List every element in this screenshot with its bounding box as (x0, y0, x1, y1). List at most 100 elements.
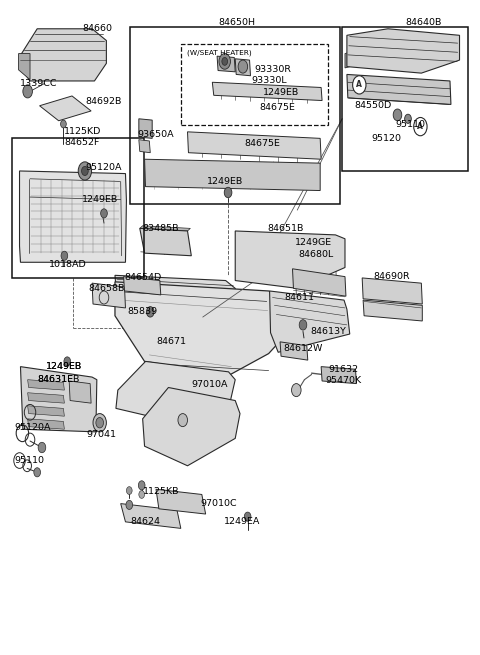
Polygon shape (212, 83, 322, 100)
Polygon shape (116, 362, 235, 424)
Text: 84631E: 84631E (37, 375, 73, 384)
Circle shape (82, 166, 88, 176)
Bar (342, 28, 468, 171)
Text: 84652F: 84652F (64, 138, 100, 147)
Polygon shape (188, 132, 321, 159)
Polygon shape (235, 59, 251, 76)
Text: 84613Y: 84613Y (311, 327, 347, 336)
Text: 1125KD: 1125KD (64, 127, 102, 136)
Circle shape (222, 58, 228, 66)
Text: 84654D: 84654D (124, 273, 162, 282)
Circle shape (393, 109, 402, 121)
Polygon shape (21, 367, 97, 432)
Bar (12, 138, 144, 278)
Polygon shape (321, 367, 357, 384)
Polygon shape (363, 300, 422, 321)
Text: 84640B: 84640B (405, 18, 442, 27)
Polygon shape (69, 381, 91, 403)
Text: 84660: 84660 (83, 24, 112, 33)
Polygon shape (92, 283, 125, 308)
Bar (181, 45, 328, 125)
Polygon shape (39, 96, 91, 121)
Polygon shape (347, 29, 459, 73)
Polygon shape (115, 275, 235, 299)
Polygon shape (28, 405, 64, 416)
Text: 84680L: 84680L (298, 250, 334, 259)
Text: 97010A: 97010A (192, 381, 228, 389)
Text: 95120A: 95120A (85, 162, 121, 172)
Text: 1249EB: 1249EB (263, 88, 299, 97)
Text: 84658B: 84658B (88, 284, 125, 293)
Circle shape (96, 417, 104, 428)
Text: 84675E: 84675E (259, 103, 295, 111)
Polygon shape (120, 504, 181, 529)
Text: A: A (356, 81, 362, 89)
Circle shape (146, 307, 154, 317)
Text: 1249EA: 1249EA (224, 517, 260, 527)
Text: 97041: 97041 (86, 430, 116, 439)
Polygon shape (345, 52, 350, 68)
Text: 93330L: 93330L (252, 77, 287, 85)
Circle shape (405, 114, 411, 123)
Circle shape (126, 487, 132, 495)
Polygon shape (156, 489, 205, 514)
Text: A: A (418, 122, 423, 131)
Text: 85839: 85839 (127, 307, 157, 316)
Text: 91632: 91632 (329, 365, 359, 374)
Polygon shape (20, 29, 107, 81)
Circle shape (38, 442, 46, 453)
Text: 84612W: 84612W (283, 344, 323, 353)
Polygon shape (140, 229, 192, 255)
Circle shape (244, 512, 251, 521)
Polygon shape (347, 75, 451, 104)
Circle shape (23, 85, 33, 98)
Text: 84671: 84671 (156, 337, 186, 346)
Circle shape (138, 481, 145, 490)
Circle shape (93, 413, 107, 432)
Text: 1249EB: 1249EB (82, 195, 118, 204)
Circle shape (224, 187, 232, 198)
Text: (W/SEAT HEATER): (W/SEAT HEATER) (187, 49, 252, 56)
Circle shape (60, 120, 66, 128)
Polygon shape (144, 159, 320, 191)
Circle shape (219, 54, 230, 69)
Text: 95470K: 95470K (325, 377, 361, 386)
Text: 1018AD: 1018AD (49, 261, 87, 269)
Circle shape (291, 384, 301, 397)
Text: 84692B: 84692B (85, 97, 121, 105)
Polygon shape (217, 56, 235, 72)
Polygon shape (28, 393, 64, 403)
Text: 93330R: 93330R (254, 65, 291, 74)
Text: 84650H: 84650H (218, 18, 255, 27)
Text: 84651B: 84651B (268, 224, 304, 233)
Text: 84690R: 84690R (373, 272, 410, 281)
Text: 84624: 84624 (130, 517, 160, 527)
Polygon shape (28, 419, 64, 429)
Text: 83485B: 83485B (143, 224, 179, 233)
Text: 1249GE: 1249GE (295, 238, 333, 247)
Circle shape (78, 162, 92, 180)
Text: 1125KB: 1125KB (143, 487, 179, 496)
Text: 84675E: 84675E (245, 139, 281, 148)
Text: 1249EB: 1249EB (206, 177, 243, 186)
Text: 84631EB: 84631EB (37, 375, 80, 384)
Text: 93650A: 93650A (137, 130, 174, 139)
Text: 84550D: 84550D (355, 102, 392, 110)
Text: 95120: 95120 (372, 134, 402, 143)
Polygon shape (139, 119, 152, 138)
Text: 95110: 95110 (15, 456, 45, 465)
Text: 84611: 84611 (284, 293, 314, 302)
Circle shape (299, 320, 307, 330)
Polygon shape (123, 276, 161, 295)
Polygon shape (143, 388, 240, 466)
Polygon shape (140, 226, 191, 231)
Text: 97010C: 97010C (200, 499, 237, 508)
Circle shape (414, 117, 427, 136)
Circle shape (61, 251, 68, 260)
Polygon shape (280, 342, 308, 360)
Polygon shape (28, 380, 64, 390)
Circle shape (126, 500, 132, 510)
Polygon shape (20, 171, 126, 262)
Text: 1339CC: 1339CC (20, 79, 57, 88)
Polygon shape (235, 231, 345, 288)
